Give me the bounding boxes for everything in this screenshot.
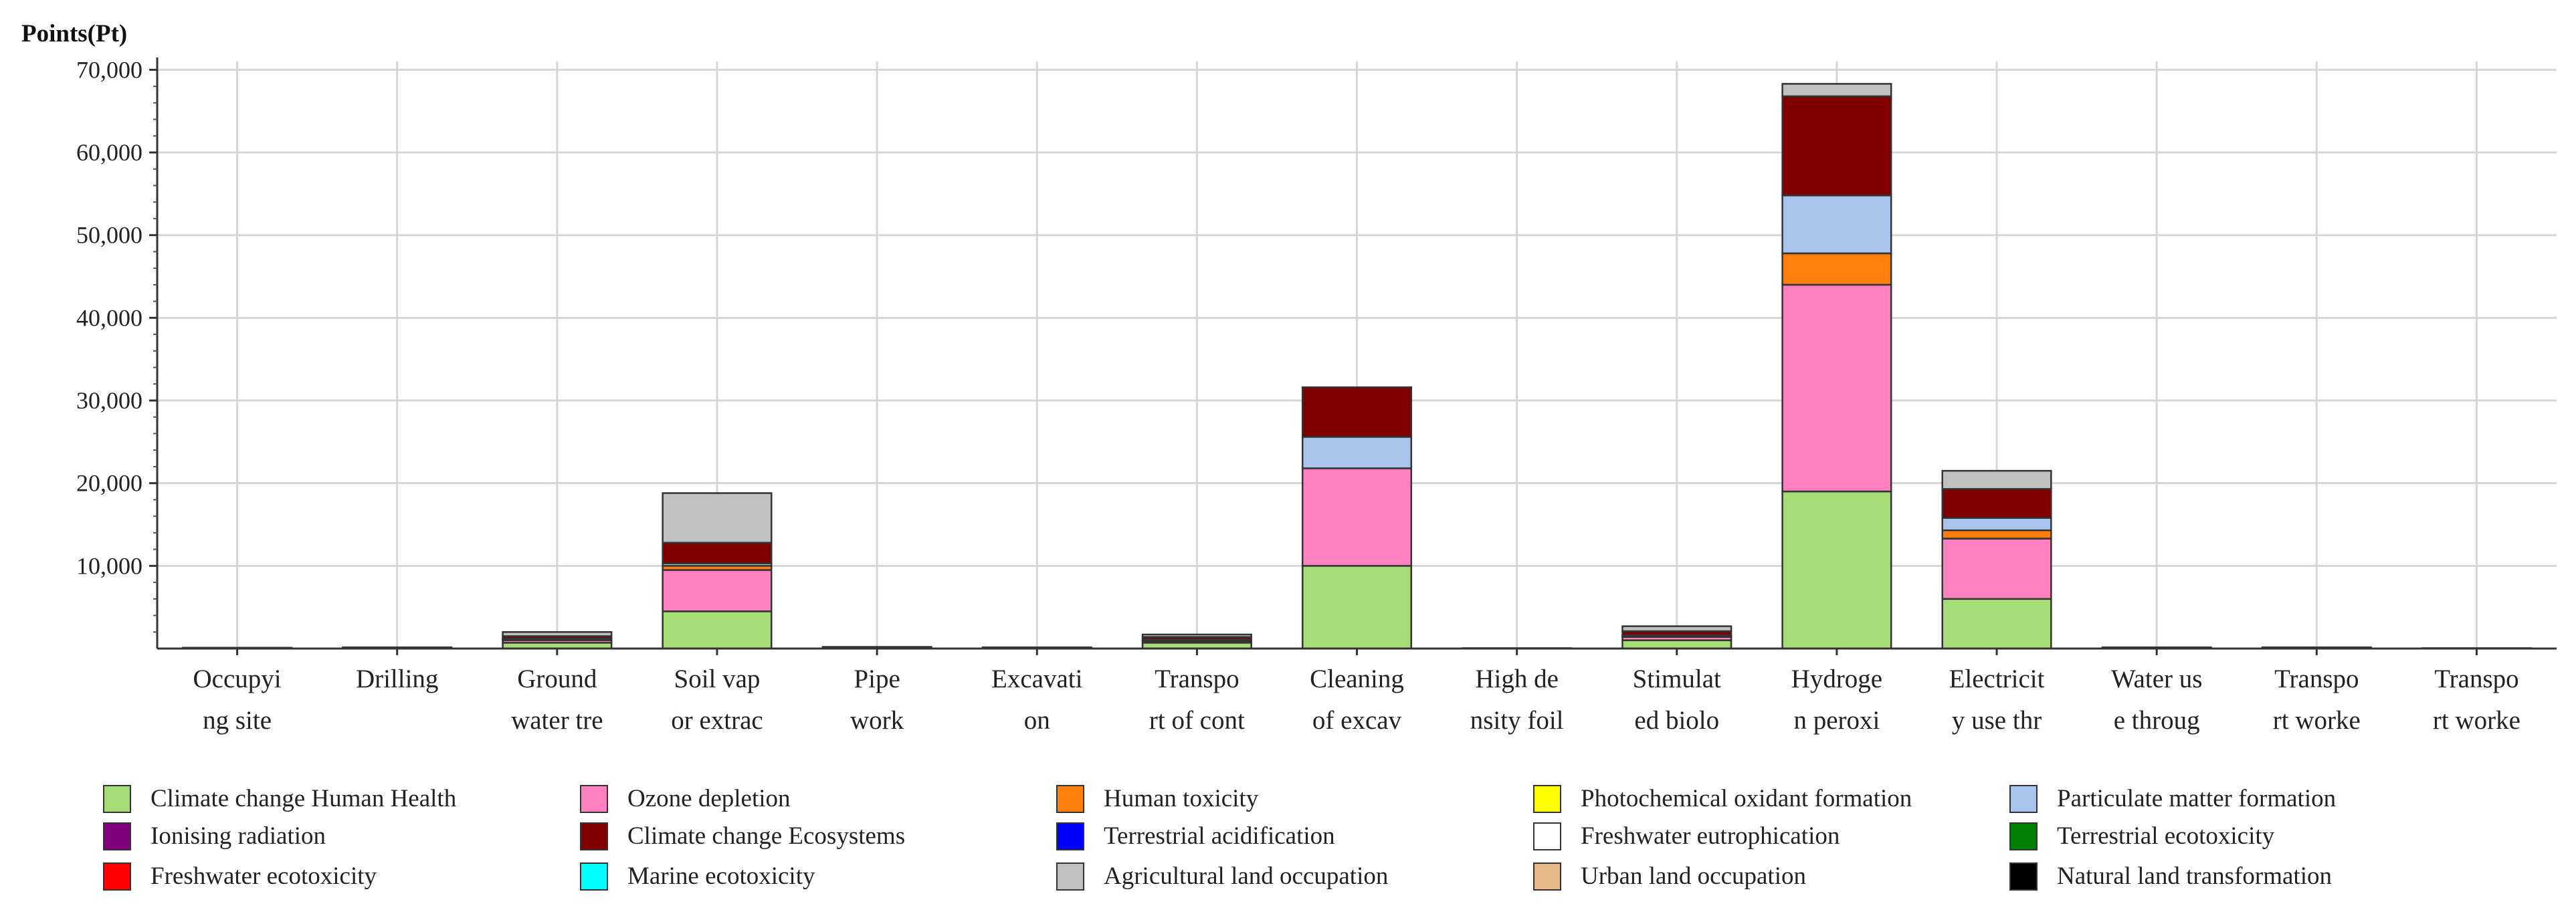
x-tick-label: Hydroge bbox=[1791, 665, 1882, 693]
bar-segment bbox=[1781, 252, 1892, 286]
x-tick-label: Transpo bbox=[2434, 665, 2518, 693]
x-tick-label: Transpo bbox=[2274, 665, 2359, 693]
legend: Climate change Human Health Ozone depleti… bbox=[103, 785, 2336, 891]
y-tick-label: 40,000 bbox=[76, 304, 142, 331]
bar-segment bbox=[1621, 625, 1732, 632]
legend-label: Climate change Ecosystems bbox=[627, 822, 905, 850]
bar-segment bbox=[1301, 386, 1413, 438]
x-tick-label: rt worke bbox=[2273, 706, 2361, 735]
legend-swatch bbox=[1056, 862, 1084, 891]
x-tick-label: Excavati bbox=[991, 665, 1083, 693]
bar-segment bbox=[1301, 467, 1413, 567]
legend-label: Marine ecotoxicity bbox=[627, 862, 815, 890]
legend-label: Particulate matter formation bbox=[2057, 785, 2336, 812]
bar-segment bbox=[502, 631, 613, 637]
legend-swatch bbox=[1056, 785, 1084, 813]
x-tick-label: of excav bbox=[1312, 706, 1402, 735]
y-tick-label: 30,000 bbox=[76, 387, 142, 414]
bar-segment bbox=[1941, 517, 2052, 532]
bar-segment bbox=[1941, 529, 2052, 540]
bar-segment bbox=[1941, 598, 2052, 650]
x-tick-label: Stimulat bbox=[1633, 665, 1721, 693]
x-tick-label: or extrac bbox=[671, 706, 763, 735]
x-tick-label: Water us bbox=[2111, 665, 2203, 693]
x-tick-label: Pipe bbox=[854, 665, 900, 693]
bar-segment bbox=[1781, 195, 1892, 255]
y-unit-label: Points(Pt) bbox=[21, 20, 127, 47]
x-tick-label: nsity foil bbox=[1470, 706, 1564, 735]
legend-label: Ionising radiation bbox=[151, 822, 326, 850]
legend-swatch bbox=[1056, 822, 1084, 850]
bar-segment bbox=[1781, 490, 1892, 650]
bar-segment bbox=[662, 542, 773, 564]
bar-segment bbox=[662, 492, 773, 544]
bar-segment bbox=[1141, 633, 1252, 638]
bar-segment bbox=[1301, 436, 1413, 469]
y-tick-label: 20,000 bbox=[76, 470, 142, 497]
legend-swatch bbox=[103, 822, 131, 850]
x-tick-label: e throug bbox=[2114, 706, 2200, 735]
bar-segment bbox=[1941, 538, 2052, 600]
x-tick-label: Occupyi bbox=[193, 665, 282, 693]
legend-label: Freshwater ecotoxicity bbox=[151, 862, 377, 890]
legend-label: Urban land occupation bbox=[1581, 862, 1806, 890]
legend-swatch bbox=[1533, 785, 1561, 813]
x-tick-label: ed biolo bbox=[1634, 706, 1719, 735]
legend-label: Terrestrial acidification bbox=[1104, 822, 1335, 850]
legend-swatch bbox=[2009, 822, 2038, 850]
legend-swatch bbox=[103, 862, 131, 891]
bar-segment bbox=[1781, 95, 1892, 197]
legend-swatch bbox=[1533, 862, 1561, 891]
x-tick-label: rt of cont bbox=[1149, 706, 1245, 735]
y-tick-label: 10,000 bbox=[76, 552, 142, 579]
legend-swatch bbox=[1533, 822, 1561, 850]
legend-swatch bbox=[580, 862, 608, 891]
x-tick-label: Ground bbox=[517, 665, 597, 693]
legend-swatch bbox=[580, 785, 608, 813]
legend-label: Ozone depletion bbox=[627, 785, 791, 812]
x-tick-label: Drilling bbox=[356, 665, 439, 693]
bar-segment bbox=[1621, 639, 1732, 650]
y-tick-label: 60,000 bbox=[76, 139, 142, 166]
x-tick-label: Electricit bbox=[1949, 665, 2045, 693]
x-tick-label: y use thr bbox=[1952, 706, 2042, 735]
legend-label: Terrestrial ecotoxicity bbox=[2057, 822, 2275, 850]
bar-segment bbox=[662, 610, 773, 650]
x-tick-label: ng site bbox=[203, 706, 272, 735]
x-tick-label: High de bbox=[1475, 665, 1559, 693]
bar-segment bbox=[1301, 565, 1413, 650]
legend-label: Climate change Human Health bbox=[151, 785, 457, 812]
x-axis-labels: Occupyi ng site Drilling Ground water tre Soi… bbox=[193, 649, 2520, 735]
legend-swatch bbox=[2009, 862, 2038, 891]
legend-label: Human toxicity bbox=[1104, 785, 1259, 812]
legend-label: Photochemical oxidant formation bbox=[1581, 785, 1912, 812]
bar-segment bbox=[1781, 283, 1892, 493]
x-tick-label: n peroxi bbox=[1793, 706, 1880, 735]
legend-label: Agricultural land occupation bbox=[1104, 862, 1388, 890]
legend-swatch bbox=[2009, 785, 2038, 813]
x-tick-label: work bbox=[850, 706, 904, 735]
x-tick-label: water tre bbox=[511, 706, 603, 735]
bar-segment bbox=[1781, 83, 1892, 98]
bar-series bbox=[182, 83, 2532, 650]
bar-segment bbox=[1941, 469, 2052, 490]
x-tick-label: Transpo bbox=[1155, 665, 1239, 693]
x-tick-label: on bbox=[1024, 706, 1050, 735]
x-tick-label: Cleaning bbox=[1310, 665, 1404, 693]
legend-swatch bbox=[580, 822, 608, 850]
x-tick-label: rt worke bbox=[2433, 706, 2520, 735]
legend-swatch bbox=[103, 785, 131, 813]
bar-segment bbox=[662, 569, 773, 612]
y-tick-label: 70,000 bbox=[76, 56, 142, 83]
legend-label: Natural land transformation bbox=[2057, 862, 2332, 890]
bar-segment bbox=[1941, 488, 2052, 519]
legend-label: Freshwater eutrophication bbox=[1581, 822, 1840, 850]
x-tick-label: Soil vap bbox=[674, 665, 761, 693]
y-tick-label: 50,000 bbox=[76, 222, 142, 249]
y-axis-ticks: 10,000 20,000 30,000 40,000 50,000 60,000 70,0… bbox=[76, 56, 157, 633]
